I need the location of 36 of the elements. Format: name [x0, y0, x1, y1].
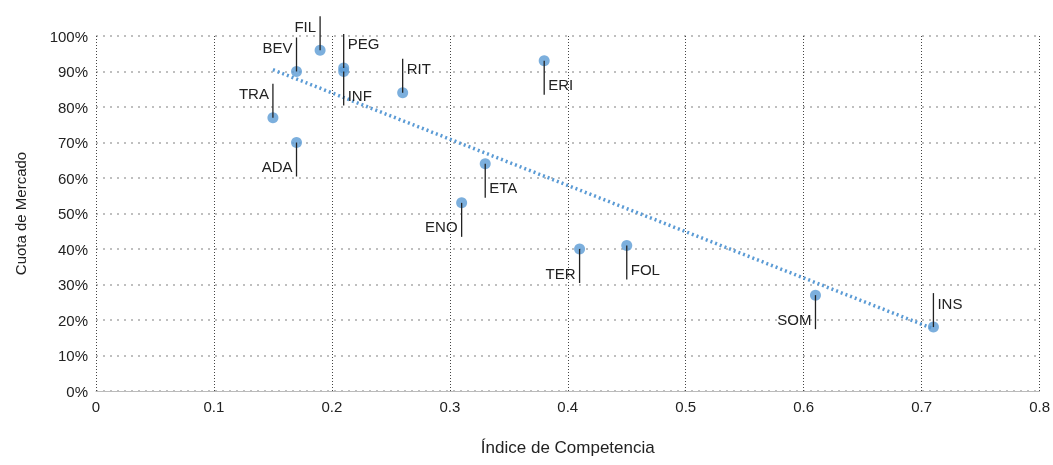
x-tick-label: 0.2	[321, 398, 343, 415]
x-axis-title: Índice de Competencia	[480, 438, 656, 457]
x-tick-label: 0	[91, 398, 101, 415]
x-tick-label: 0.7	[911, 398, 933, 415]
x-tick-label: 0.5	[675, 398, 697, 415]
annotation: TER	[545, 264, 576, 282]
annotation: PEG	[347, 35, 380, 53]
annotation: BEV	[262, 39, 293, 56]
y-tick-label: 70%	[57, 134, 88, 151]
y-tick-label: 20%	[57, 311, 88, 329]
annotation: ERI	[548, 76, 574, 94]
annotation: INF	[347, 87, 372, 104]
y-tick-label: 100%	[49, 27, 88, 45]
annotation: SOM	[777, 310, 812, 328]
x-tick-label: 0.8	[1029, 398, 1050, 415]
x-tick-label: 0.4	[557, 398, 579, 415]
annotation: FIL	[294, 17, 317, 35]
y-tick-label: 60%	[57, 169, 88, 187]
x-tick-label: 0.1	[203, 398, 225, 415]
annotation: ETA	[489, 179, 518, 197]
y-axis-title: Cuota de Mercado	[12, 151, 29, 276]
annotation: FOL	[630, 260, 660, 278]
y-tick-label: 10%	[57, 347, 88, 364]
annotation: INS	[937, 294, 963, 312]
x-tick-label: 0.3	[439, 398, 461, 415]
annotation: RIT	[406, 60, 431, 78]
y-tick-label: 40%	[57, 240, 88, 258]
y-tick-label: 80%	[57, 98, 88, 116]
x-tick-label: 0.6	[793, 398, 815, 415]
y-tick-label: 30%	[57, 276, 88, 293]
y-tick-label: 0%	[66, 382, 88, 400]
annotation: ENO	[425, 218, 458, 236]
annotation: TRA	[238, 85, 269, 103]
y-tick-label: 50%	[57, 205, 88, 222]
annotation: ADA	[261, 158, 293, 175]
y-tick-label: 90%	[57, 63, 88, 80]
